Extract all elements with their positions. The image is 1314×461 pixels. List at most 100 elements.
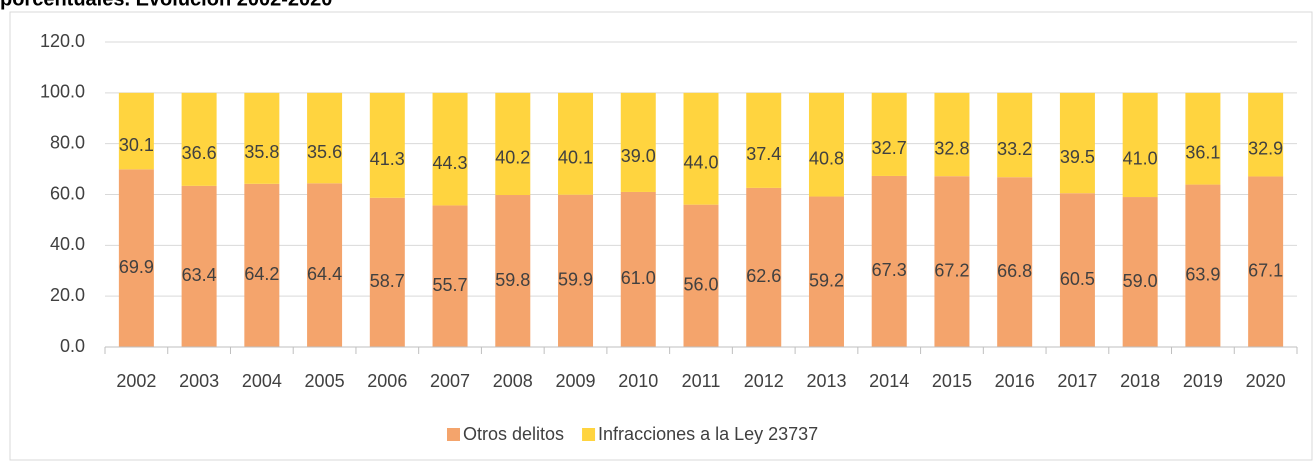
data-label: 37.4 [746,144,781,164]
data-label: 63.4 [182,265,217,285]
x-tick-label: 2010 [618,371,658,391]
data-label: 69.9 [119,257,154,277]
x-tick-label: 2007 [430,371,470,391]
data-label: 36.6 [182,143,217,163]
x-tick-label: 2014 [869,371,909,391]
x-tick-label: 2016 [995,371,1035,391]
data-label: 66.8 [997,261,1032,281]
bar-segment [244,183,280,347]
chart-title: porcentuales. Evolución 2002-2020 [0,0,332,10]
bar-segment [746,92,782,188]
data-label: 44.3 [433,153,468,173]
legend-swatch [447,428,460,441]
data-label: 40.8 [809,148,844,168]
bar-segment [495,195,531,347]
x-tick-label: 2009 [556,371,596,391]
x-tick-label: 2006 [367,371,407,391]
bar-segment [495,92,531,196]
bar-segment [934,92,970,177]
bar-segment [620,191,656,347]
x-tick-label: 2005 [305,371,345,391]
legend-label: Infracciones a la Ley 23737 [598,424,818,444]
y-tick-label: 80.0 [50,132,85,152]
x-tick-label: 2013 [806,371,846,391]
bar-segment [1248,92,1284,177]
bar-segment [1122,92,1158,198]
legend-swatch [582,428,596,441]
y-tick-label: 60.0 [50,183,85,203]
data-label: 30.1 [119,135,154,155]
x-tick-label: 2003 [179,371,219,391]
x-tick-label: 2018 [1120,371,1160,391]
data-label: 36.1 [1185,142,1220,162]
bar-segment [746,187,782,347]
data-label: 59.9 [558,270,593,290]
data-label: 39.5 [1060,147,1095,167]
bar-segment [432,92,468,206]
bar-segment [181,92,217,186]
data-label: 59.2 [809,271,844,291]
legend-label: Otros delitos [463,424,564,444]
data-label: 56.0 [683,275,718,295]
data-label: 63.9 [1185,265,1220,285]
bar-segment [118,92,154,170]
bar-segment [871,175,907,347]
bar-segment [1248,176,1284,347]
bar-segment [1059,193,1095,347]
data-label: 60.5 [1060,269,1095,289]
x-tick-label: 2020 [1246,371,1286,391]
x-tick-label: 2019 [1183,371,1223,391]
bar-segment [118,169,154,347]
bar-segment [558,194,594,347]
data-label: 40.1 [558,148,593,168]
data-label: 59.0 [1123,271,1158,291]
bar-segment [369,92,405,198]
bar-segment [1059,92,1095,194]
chart-frame [9,11,1313,461]
data-label: 67.3 [872,260,907,280]
bar-segment [997,92,1033,178]
y-tick-label: 40.0 [50,234,85,254]
data-label: 32.8 [934,138,969,158]
bar-segment [307,92,343,184]
bar-segment [432,205,468,347]
data-label: 32.9 [1248,138,1283,158]
y-tick-label: 0.0 [60,336,85,356]
data-label: 67.2 [934,260,969,280]
data-label: 55.7 [433,275,468,295]
y-tick-label: 120.0 [40,31,85,51]
x-tick-label: 2017 [1057,371,1097,391]
x-tick-label: 2004 [242,371,282,391]
data-label: 35.8 [244,142,279,162]
bar-segment [1185,184,1221,347]
bar-segment [934,176,970,347]
data-label: 40.2 [495,148,530,168]
data-label: 41.0 [1123,149,1158,169]
bar-segment [1122,197,1158,347]
x-tick-label: 2011 [682,371,721,391]
data-label: 39.0 [621,146,656,166]
bar-segment [808,196,844,347]
data-label: 67.1 [1248,260,1283,280]
bar-segment [808,92,844,197]
data-label: 41.3 [370,149,405,169]
bar-segment [1185,92,1221,185]
x-tick-label: 2008 [493,371,533,391]
bar-segment [307,183,343,347]
data-label: 58.7 [370,271,405,291]
data-label: 44.0 [683,153,718,173]
y-tick-label: 20.0 [50,285,85,305]
data-label: 64.4 [307,264,342,284]
bar-segment [244,92,280,184]
bar-segment [997,177,1033,347]
data-label: 59.8 [495,270,530,290]
data-label: 35.6 [307,142,342,162]
bar-segment [558,92,594,195]
bar-segment [871,92,907,176]
y-tick-label: 100.0 [40,82,85,102]
x-tick-label: 2012 [744,371,784,391]
x-tick-label: 2015 [932,371,972,391]
data-label: 61.0 [621,268,656,288]
data-label: 62.6 [746,266,781,286]
